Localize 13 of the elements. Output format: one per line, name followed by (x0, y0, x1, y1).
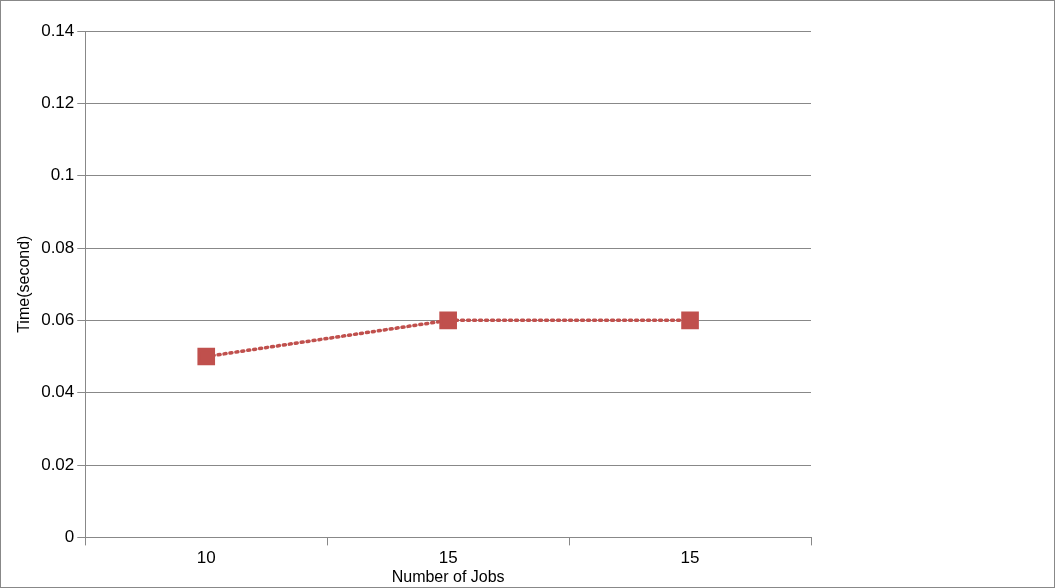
y-tick-label: 0.02 (41, 454, 75, 474)
x-axis-title: Number of Jobs (391, 567, 505, 585)
x-tick-label: 10 (196, 548, 216, 568)
y-tick-label: 0.1 (50, 165, 75, 185)
y-tick-label: 0.06 (41, 310, 75, 330)
y-tick-label: 0.12 (41, 93, 75, 113)
x-tick-label: 15 (680, 548, 700, 568)
y-tick-label: 0.14 (41, 20, 75, 40)
y-tick-label: 0 (64, 527, 75, 547)
y-tick-label: 0.04 (41, 382, 75, 402)
x-tick-label: 15 (438, 548, 458, 568)
y-axis-title: Time(second) (15, 235, 33, 333)
y-tick-label: 0.08 (41, 237, 75, 257)
